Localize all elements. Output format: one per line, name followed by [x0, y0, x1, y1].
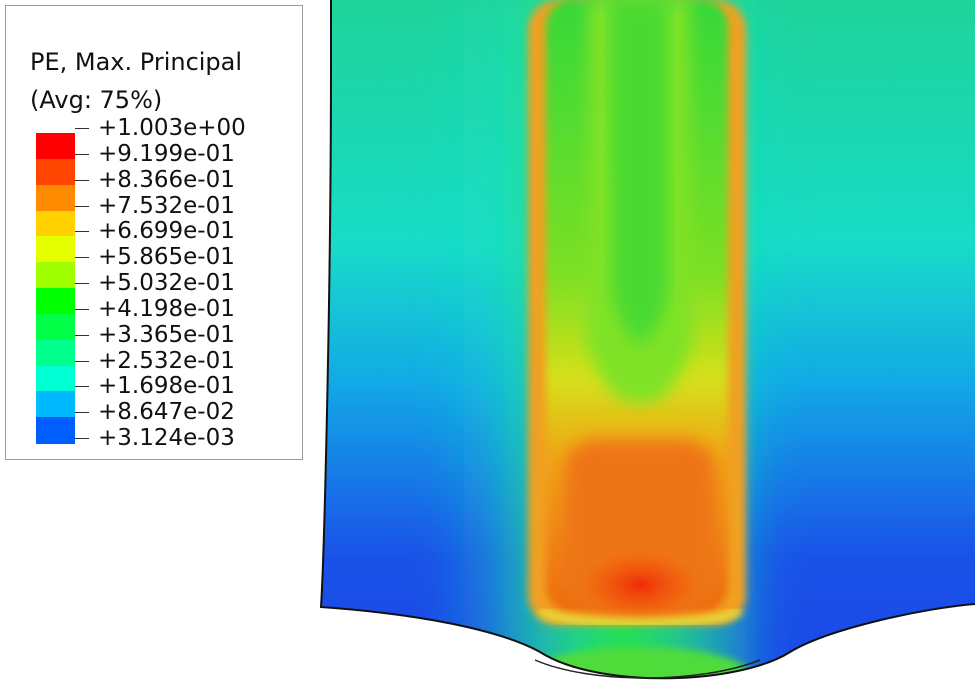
color-band	[36, 133, 75, 160]
legend-tick	[75, 308, 89, 310]
legend-tick	[75, 205, 89, 207]
color-band	[36, 236, 75, 263]
legend-tick-label: +9.199e-01	[98, 140, 235, 167]
legend-tick	[75, 334, 89, 336]
legend-tick	[75, 153, 89, 155]
legend-tick	[75, 179, 89, 181]
legend-title: PE, Max. Principal	[30, 48, 243, 76]
color-band	[36, 158, 75, 186]
legend-subtitle: (Avg: 75%)	[30, 86, 163, 114]
legend-tick-label: +7.532e-01	[98, 192, 235, 219]
legend-tick	[75, 386, 89, 388]
legend-tick-label: +5.865e-01	[98, 244, 235, 271]
legend-tick	[75, 360, 89, 362]
legend-tick-label: +3.365e-01	[98, 321, 235, 348]
color-band	[36, 313, 75, 341]
color-scale-bar	[36, 133, 75, 444]
legend-tick	[75, 283, 89, 284]
legend-tick-label: +5.032e-01	[98, 270, 235, 296]
legend-tick-label: +2.532e-01	[98, 347, 235, 374]
legend-tick-label: +1.003e+00	[98, 115, 246, 141]
legend-tick	[75, 412, 89, 414]
color-band	[36, 339, 75, 367]
color-band	[36, 391, 75, 418]
legend-panel: PE, Max. Principal (Avg: 75%) +1.003e+00…	[5, 5, 303, 460]
legend-tick-label: +8.647e-02	[98, 399, 235, 426]
legend-tick-label: +4.198e-01	[98, 295, 235, 322]
color-band	[36, 365, 75, 392]
color-band	[36, 417, 75, 444]
legend-tick	[75, 257, 89, 259]
legend-tick-label: +8.366e-01	[98, 166, 235, 193]
color-band	[36, 210, 75, 237]
legend-tick-label: +6.699e-01	[98, 218, 235, 245]
legend-tick-label: +1.698e-01	[98, 373, 235, 400]
legend-tick	[75, 128, 89, 129]
legend-tick	[75, 231, 89, 233]
legend-tick	[75, 438, 89, 439]
color-band	[36, 288, 75, 315]
color-band	[36, 184, 75, 212]
legend-tick-label: +3.124e-03	[98, 425, 235, 451]
color-band	[36, 262, 75, 289]
